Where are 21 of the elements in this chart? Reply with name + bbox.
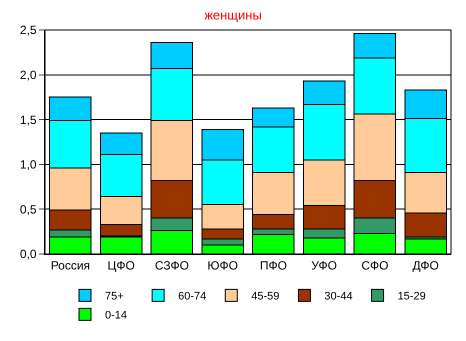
y-tick-label: 0,5	[20, 202, 37, 216]
x-tick-label: СЗФО	[154, 258, 189, 272]
y-tick-label: 2,0	[20, 68, 37, 82]
legend-label: 30-44	[324, 290, 353, 303]
x-tick-label: Россия	[50, 258, 90, 272]
y-tick-label: 0,0	[20, 247, 37, 262]
x-tick-label: УФО	[311, 258, 337, 272]
chart-title: женщины	[204, 7, 262, 22]
legend-label: 75+	[105, 290, 124, 303]
x-tick-label: СФО	[361, 258, 388, 272]
x-tick-label: ПФО	[260, 258, 287, 272]
legend-label: 60-74	[178, 290, 206, 303]
y-tick-label: 2,5	[20, 23, 37, 38]
legend-label: 45-59	[251, 290, 280, 303]
x-tick-label: ЮФО	[207, 258, 238, 272]
legend-label: 0-14	[105, 310, 128, 322]
legend-label: 15-29	[398, 290, 426, 303]
y-tick-label: 1,0	[20, 158, 37, 172]
y-tick-label: 1,5	[20, 112, 37, 127]
x-tick-label: ДФО	[412, 258, 439, 272]
x-tick-label: ЦФО	[107, 258, 135, 272]
